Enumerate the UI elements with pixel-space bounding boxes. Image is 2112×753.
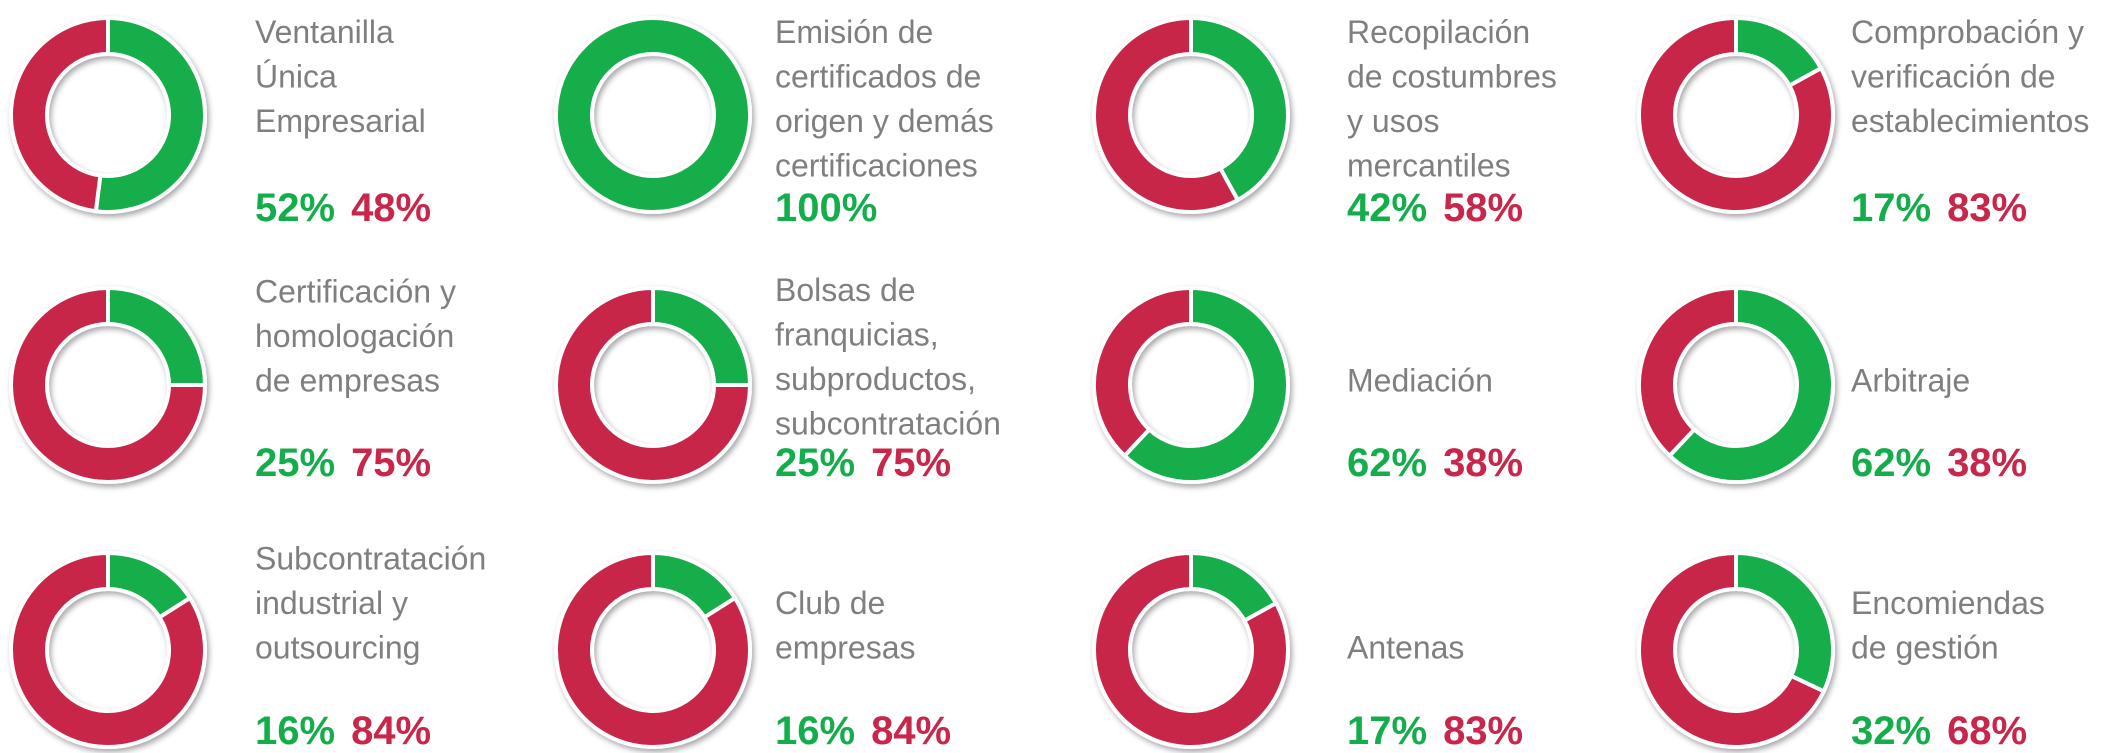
donut-segment bbox=[1734, 550, 1835, 694]
value-labels: 25% 75% bbox=[775, 441, 951, 485]
value-label: 17% bbox=[1347, 709, 1427, 753]
chart-title: subproductos, bbox=[775, 361, 976, 397]
chart-title: homologación bbox=[255, 318, 454, 354]
value-label: 58% bbox=[1443, 186, 1523, 230]
donut-segment bbox=[554, 550, 752, 749]
chart-title: Arbitraje bbox=[1851, 363, 1970, 399]
chart-title: de costumbres bbox=[1347, 59, 1557, 95]
chart-title: de gestión bbox=[1851, 630, 1999, 666]
donut-segment bbox=[554, 285, 753, 484]
chart-title: franquicias, bbox=[775, 317, 939, 353]
donut-segment bbox=[1637, 15, 1835, 214]
chart-title: Antenas bbox=[1347, 630, 1464, 666]
donut-segment bbox=[1092, 285, 1193, 459]
donut-segment bbox=[554, 15, 752, 215]
chart-title: Club de bbox=[775, 585, 885, 621]
donut-segment bbox=[1637, 550, 1827, 749]
donut-segment bbox=[93, 15, 207, 214]
chart-title: mercantiles bbox=[1347, 148, 1511, 184]
value-label: 16% bbox=[775, 709, 855, 753]
donut bbox=[9, 15, 207, 214]
value-label: 38% bbox=[1947, 441, 2027, 485]
value-label: 75% bbox=[871, 441, 951, 485]
value-labels: 32% 68% bbox=[1851, 709, 2027, 753]
donut bbox=[554, 550, 752, 749]
value-label: 84% bbox=[351, 709, 431, 753]
value-label: 32% bbox=[1851, 709, 1931, 753]
chart-title: Ventanilla bbox=[255, 14, 394, 50]
donut bbox=[1637, 550, 1835, 749]
chart-title: Certificación y bbox=[255, 274, 456, 310]
value-label: 62% bbox=[1347, 441, 1427, 485]
chart-title: industrial y bbox=[255, 585, 408, 621]
donut-segment bbox=[1092, 550, 1290, 749]
donut-segment bbox=[106, 285, 208, 387]
value-labels: 25% 75% bbox=[255, 441, 431, 485]
value-labels: 16% 84% bbox=[775, 709, 951, 753]
donut-segment bbox=[9, 285, 208, 484]
donut-segment bbox=[1092, 15, 1241, 214]
donut-segment bbox=[1666, 285, 1835, 484]
chart-title: Comprobación y bbox=[1851, 14, 2084, 50]
value-label: 83% bbox=[1947, 186, 2027, 230]
value-label: 16% bbox=[255, 709, 335, 753]
value-label: 25% bbox=[775, 441, 855, 485]
chart-title: y usos bbox=[1347, 103, 1439, 139]
donut-segment bbox=[1189, 15, 1290, 203]
chart-title: Emisión de bbox=[775, 14, 933, 50]
chart-title: Recopilación bbox=[1347, 14, 1530, 50]
donut bbox=[1092, 550, 1290, 749]
donut-segment bbox=[651, 285, 753, 387]
donut bbox=[9, 285, 208, 484]
chart-title: subcontratación bbox=[775, 406, 1001, 442]
chart-title: establecimientos bbox=[1851, 103, 2089, 139]
donut bbox=[1637, 15, 1835, 214]
value-label: 83% bbox=[1443, 709, 1523, 753]
value-labels: 52% 48% bbox=[255, 186, 431, 230]
chart-title: Bolsas de bbox=[775, 272, 916, 308]
value-labels: 62% 38% bbox=[1851, 441, 2027, 485]
chart-title: Encomiendas bbox=[1851, 585, 2045, 621]
chart-title: Única bbox=[255, 59, 337, 95]
value-labels: 42% 58% bbox=[1347, 186, 1523, 230]
donut bbox=[554, 15, 752, 215]
chart-title: empresas bbox=[775, 630, 916, 666]
donut bbox=[1637, 285, 1835, 484]
chart-title: de empresas bbox=[255, 363, 440, 399]
value-label: 17% bbox=[1851, 186, 1931, 230]
donut-segment bbox=[9, 550, 207, 749]
chart-title: certificaciones bbox=[775, 148, 978, 184]
value-label: 52% bbox=[255, 186, 335, 230]
value-labels: 100% bbox=[775, 186, 877, 230]
value-label: 84% bbox=[871, 709, 951, 753]
chart-title: Mediación bbox=[1347, 363, 1493, 399]
chart-title: outsourcing bbox=[255, 630, 420, 666]
donut bbox=[1092, 285, 1290, 484]
value-label: 75% bbox=[351, 441, 431, 485]
value-label: 25% bbox=[255, 441, 335, 485]
value-label: 48% bbox=[351, 186, 431, 230]
value-labels: 17% 83% bbox=[1347, 709, 1523, 753]
donut-segment bbox=[1637, 285, 1738, 459]
chart-title: origen y demás bbox=[775, 103, 994, 139]
chart-title: verificación de bbox=[1851, 59, 2056, 95]
donut bbox=[554, 285, 753, 484]
donut bbox=[1092, 15, 1290, 214]
value-label: 100% bbox=[775, 186, 877, 230]
value-labels: 16% 84% bbox=[255, 709, 431, 753]
donut-segment bbox=[9, 15, 110, 214]
value-label: 42% bbox=[1347, 186, 1427, 230]
donut bbox=[9, 550, 207, 749]
value-labels: 17% 83% bbox=[1851, 186, 2027, 230]
donut-segment bbox=[1121, 285, 1290, 484]
value-label: 38% bbox=[1443, 441, 1523, 485]
value-label: 68% bbox=[1947, 709, 2027, 753]
value-labels: 62% 38% bbox=[1347, 441, 1523, 485]
chart-title: Subcontratación bbox=[255, 541, 486, 577]
value-label: 62% bbox=[1851, 441, 1931, 485]
chart-title: certificados de bbox=[775, 59, 981, 95]
chart-title: Empresarial bbox=[255, 103, 426, 139]
